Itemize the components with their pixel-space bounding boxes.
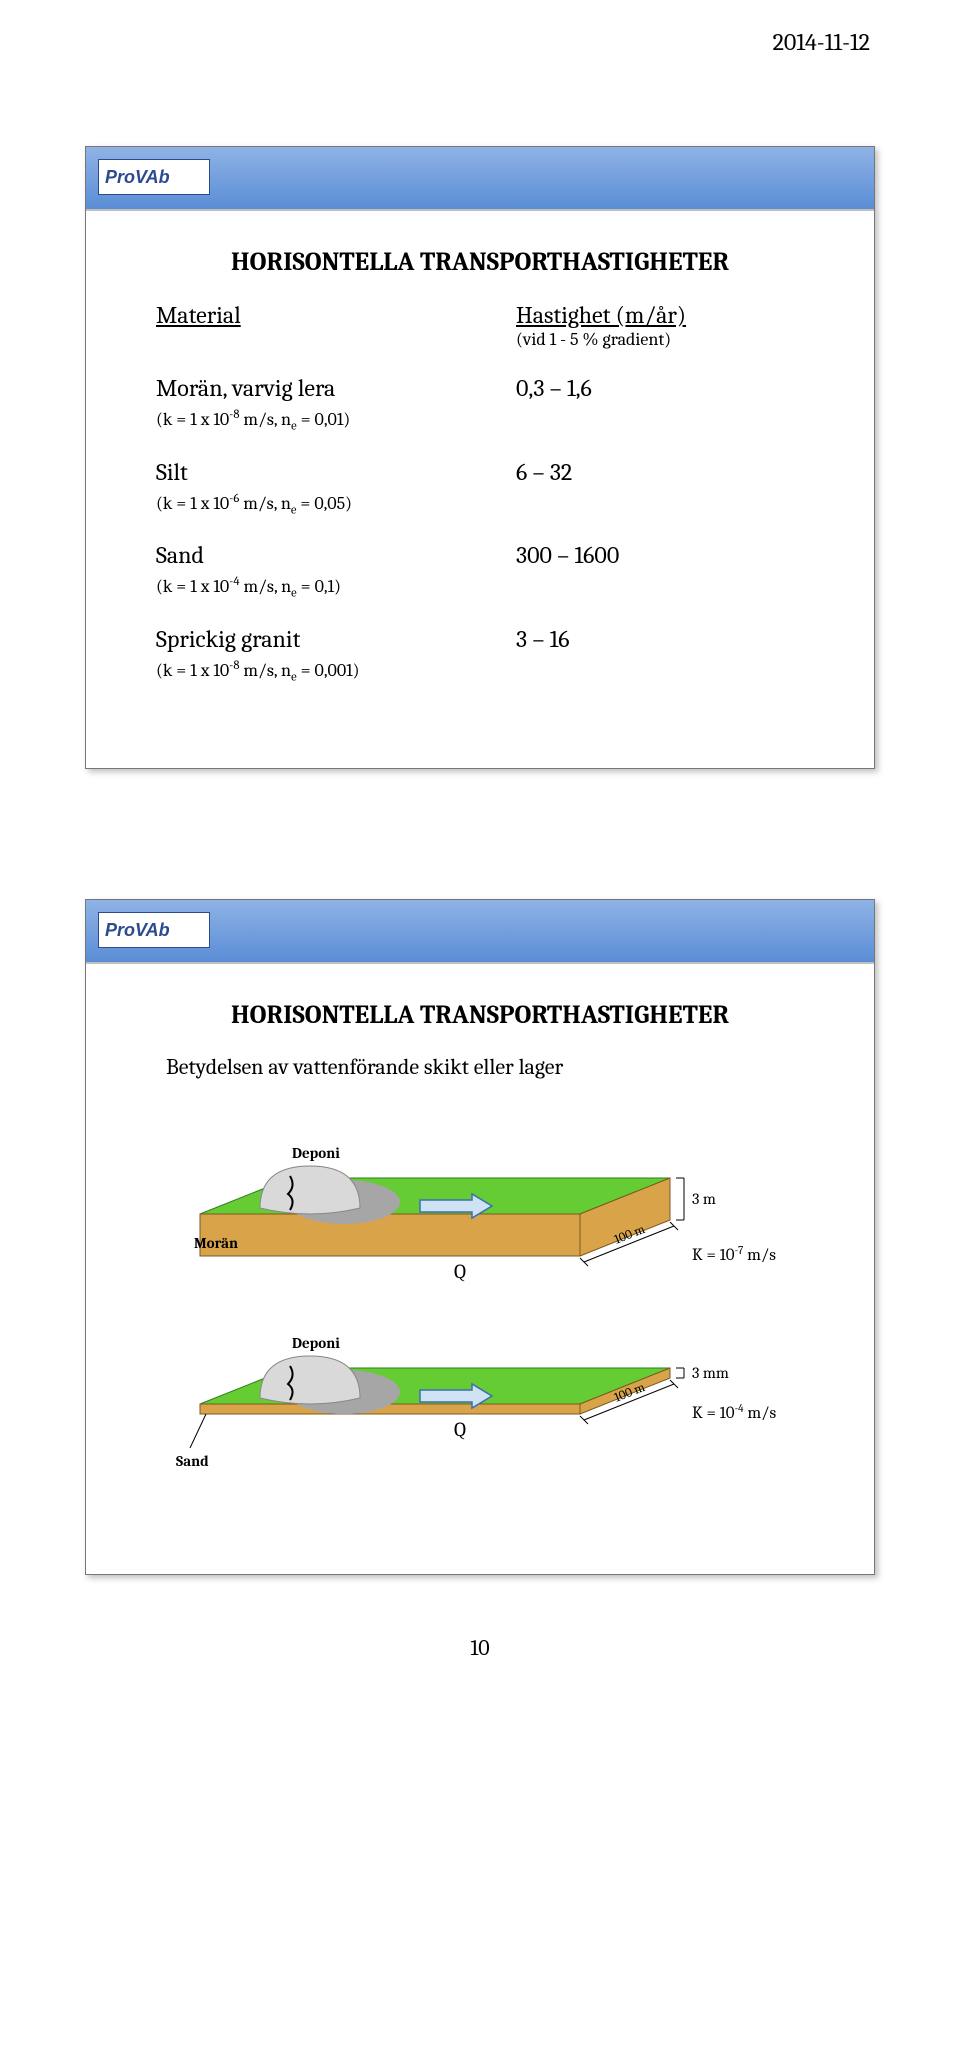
material-condition: (k = 1 x 10-6 m/s, ne = 0,05): [156, 492, 804, 518]
material-condition: (k = 1 x 10-8 m/s, ne = 0,001): [156, 659, 804, 685]
page-number: 10: [0, 1575, 960, 1681]
speed-value: 300 – 1600: [516, 541, 804, 569]
svg-text:Deponi: Deponi: [292, 1334, 340, 1352]
speed-value: 0,3 – 1,6: [516, 374, 804, 402]
diagram-container: DeponiMoränQ3 m100 mK = 10-7 m/sDeponiSa…: [86, 1104, 874, 1534]
transport-table: Material Hastighet (m/år) (vid 1 - 5 % g…: [86, 301, 874, 728]
header-speed: Hastighet (m/år): [516, 301, 804, 329]
material-name: Morän, varvig lera: [156, 374, 516, 402]
svg-text:3 mm: 3 mm: [692, 1364, 729, 1382]
table-row: Sprickig granit3 – 16 (k = 1 x 10-8 m/s, …: [156, 625, 804, 685]
page-date: 2014-11-12: [0, 0, 960, 56]
logo-text-pro: Pro: [105, 920, 135, 941]
svg-text:K = 10-7 m/s: K = 10-7 m/s: [692, 1244, 776, 1266]
svg-text:Morän: Morän: [194, 1234, 238, 1252]
material-condition: (k = 1 x 10-8 m/s, ne = 0,01): [156, 408, 804, 434]
table-row: Morän, varvig lera0,3 – 1,6 (k = 1 x 10-8…: [156, 374, 804, 434]
svg-text:Deponi: Deponi: [292, 1144, 340, 1162]
svg-text:Q: Q: [454, 1260, 466, 1283]
speed-value: 3 – 16: [516, 625, 804, 653]
logo-text-pro: Pro: [105, 167, 135, 188]
header-speed-sub: (vid 1 - 5 % gradient): [516, 329, 804, 350]
material-name: Sand: [156, 541, 516, 569]
slide-header: ProVAb: [86, 147, 874, 211]
material-name: Silt: [156, 458, 516, 486]
speed-value: 6 – 32: [516, 458, 804, 486]
table-row: Sand300 – 1600 (k = 1 x 10-4 m/s, ne = 0,…: [156, 541, 804, 601]
table-header-row: Material Hastighet (m/år) (vid 1 - 5 % g…: [156, 301, 804, 350]
provab-logo: ProVAb: [98, 912, 210, 948]
provab-logo: ProVAb: [98, 159, 210, 195]
material-condition: (k = 1 x 10-4 m/s, ne = 0,1): [156, 575, 804, 601]
slide-title: HORISONTELLA TRANSPORTHASTIGHETER: [86, 211, 874, 301]
slide-title: HORISONTELLA TRANSPORTHASTIGHETER: [86, 964, 874, 1054]
svg-text:K = 10-4 m/s: K = 10-4 m/s: [692, 1402, 776, 1424]
svg-text:Q: Q: [454, 1418, 466, 1441]
layers-diagram: DeponiMoränQ3 m100 mK = 10-7 m/sDeponiSa…: [140, 1104, 820, 1524]
slide-transport-table: ProVAb HORISONTELLA TRANSPORTHASTIGHETER…: [85, 146, 875, 769]
logo-text-vab: VAb: [135, 167, 170, 188]
logo-text-vab: VAb: [135, 920, 170, 941]
table-row: Silt6 – 32 (k = 1 x 10-6 m/s, ne = 0,05): [156, 458, 804, 518]
header-material: Material: [156, 301, 516, 329]
svg-text:3 m: 3 m: [692, 1190, 716, 1208]
diagram-caption: Betydelsen av vattenförande skikt eller …: [86, 1054, 874, 1104]
slide-header: ProVAb: [86, 900, 874, 964]
slide-transport-diagram: ProVAb HORISONTELLA TRANSPORTHASTIGHETER…: [85, 899, 875, 1575]
svg-text:Sand: Sand: [176, 1452, 209, 1470]
material-name: Sprickig granit: [156, 625, 516, 653]
